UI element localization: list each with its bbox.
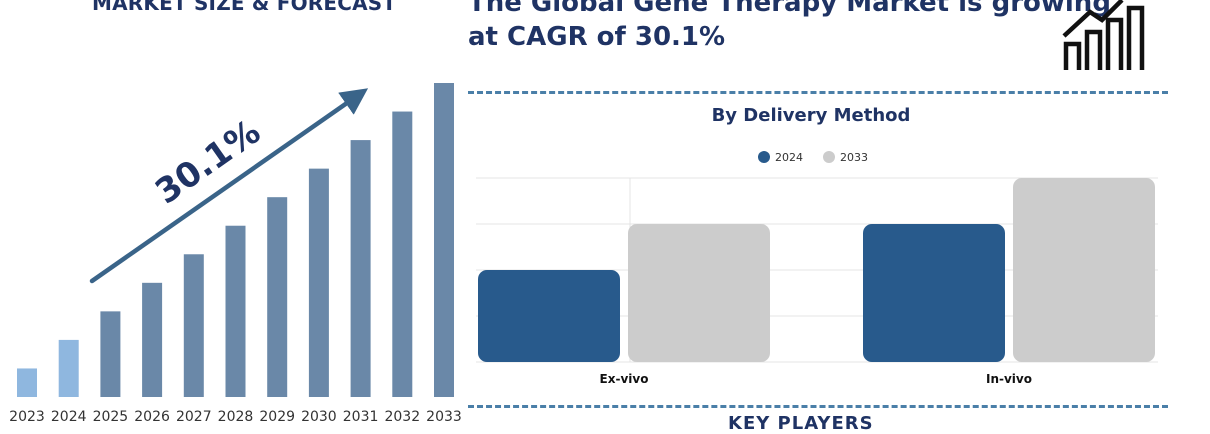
growth-arrow [89, 88, 369, 284]
market-tick-2031: 2031 [343, 409, 379, 423]
legend-label-2024: 2024 [775, 151, 803, 164]
market-tick-2027: 2027 [176, 409, 212, 423]
delivery-method-chart: By Delivery Method 2024 2033 Ex-vivo In-vi… [476, 105, 1158, 386]
market-size-title: MARKET SIZE & FORECAST [92, 0, 397, 15]
market-bar-2031 [350, 140, 371, 397]
market-tick-2026: 2026 [134, 409, 170, 423]
headline-line-1: The Global Gene Therapy Market is growin… [468, 0, 1111, 18]
section-divider-bottom [468, 405, 1168, 408]
key-players-heading: KEY PLAYERS [728, 413, 874, 434]
market-tick-2028: 2028 [218, 409, 254, 423]
legend-label-2033: 2033 [840, 151, 868, 164]
market-bar-2025 [100, 311, 121, 397]
headline-line-2: at CAGR of 30.1% [468, 22, 726, 52]
delivery-bar-ex-vivo-2024 [478, 270, 620, 362]
delivery-category-ex-vivo: Ex-vivo [600, 372, 649, 386]
market-bar-2028 [225, 225, 246, 397]
market-bar-2032 [392, 111, 413, 397]
market-bar-2030 [308, 168, 329, 397]
market-tick-2024: 2024 [51, 409, 87, 423]
delivery-bar-in-vivo-2024 [863, 224, 1005, 362]
market-bar-2029 [267, 197, 288, 397]
delivery-category-in-vivo: In-vivo [986, 372, 1032, 386]
legend-marker-2033 [823, 151, 835, 163]
market-size-chart: 2023 2024 2025 2026 2027 2028 2029 2030 2031 2032… [9, 83, 462, 423]
market-bar-2026 [142, 282, 163, 397]
market-bar-2027 [183, 254, 204, 397]
market-tick-2023: 2023 [9, 409, 45, 423]
market-tick-2033: 2033 [426, 409, 462, 423]
market-bar-2023 [17, 368, 37, 397]
delivery-bar-ex-vivo-2033 [628, 224, 770, 362]
market-tick-2030: 2030 [301, 409, 337, 423]
delivery-chart-title: By Delivery Method [712, 105, 911, 126]
bar-chart-growth-arrow-icon [1062, 0, 1145, 70]
market-tick-2025: 2025 [93, 409, 129, 423]
legend-marker-2024 [758, 151, 770, 163]
market-bar-2024 [58, 339, 79, 397]
market-tick-2032: 2032 [384, 409, 420, 423]
market-tick-2029: 2029 [259, 409, 295, 423]
headline: The Global Gene Therapy Market is growin… [468, 0, 1111, 54]
market-bar-2033 [434, 83, 454, 397]
delivery-bar-in-vivo-2033 [1013, 178, 1155, 362]
section-divider-top [468, 91, 1168, 94]
